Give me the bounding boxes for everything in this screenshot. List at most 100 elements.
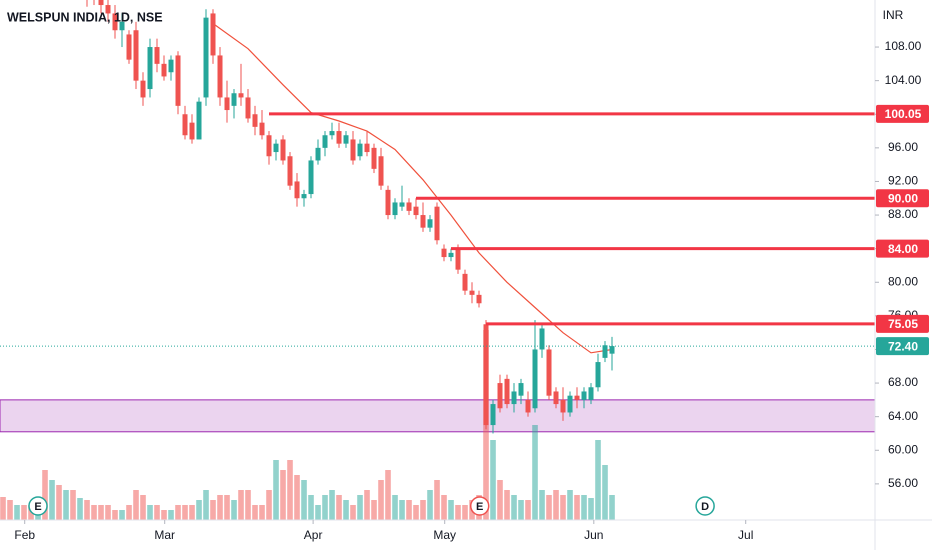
volume-bar <box>147 505 153 520</box>
last-price-label: 72.40 <box>888 339 918 353</box>
candle-body <box>371 147 377 169</box>
candle-body <box>588 387 594 400</box>
y-tick-label: 80.00 <box>888 274 918 288</box>
volume-bar <box>553 490 559 520</box>
volume-bar <box>462 505 468 520</box>
volume-bar <box>21 505 27 520</box>
event-badge <box>469 496 490 516</box>
volume-bar <box>112 510 118 520</box>
volume-bar <box>441 495 447 520</box>
y-tick-label: 68.00 <box>888 375 918 389</box>
candle-body <box>287 156 293 186</box>
candle-body <box>259 122 265 136</box>
volume-bar <box>609 495 615 520</box>
candle-body <box>546 349 552 396</box>
candle-body <box>469 290 475 295</box>
support-zone <box>0 399 875 433</box>
volume-bar <box>392 495 398 520</box>
level-label: 84.00 <box>888 242 918 256</box>
x-tick-label: Jul <box>738 528 753 542</box>
y-tick-label: 56.00 <box>888 476 918 490</box>
volume-bar <box>224 495 230 520</box>
volume-bar <box>119 510 125 520</box>
level-label: 75.05 <box>888 317 918 331</box>
volume-bar <box>252 505 258 520</box>
candle-body <box>560 399 566 413</box>
volume-bar <box>434 480 440 520</box>
volume-bar <box>385 470 391 520</box>
level-label: 90.00 <box>888 191 918 205</box>
volume-bar <box>49 480 55 520</box>
volume-bar <box>420 500 426 520</box>
volume-bar <box>308 495 314 520</box>
x-tick-label: Apr <box>304 528 323 542</box>
volume-bar <box>7 500 13 520</box>
y-tick-label: 108.00 <box>885 39 922 53</box>
candle-body <box>455 248 461 270</box>
volume-bar <box>231 500 237 520</box>
volume-bar <box>0 497 6 520</box>
last-price-box <box>876 337 929 356</box>
candle-body <box>322 135 328 148</box>
level-box <box>876 314 929 333</box>
candle-body <box>385 189 391 216</box>
volume-bar <box>315 505 321 520</box>
volume-bar <box>77 498 83 520</box>
volume-bar <box>63 490 69 520</box>
candle-body <box>525 399 531 413</box>
candle-body <box>462 273 468 291</box>
volume-bar <box>84 500 90 520</box>
volume-bar <box>574 495 580 520</box>
volume-bar <box>413 505 419 520</box>
candle-body <box>329 131 335 136</box>
volume-bar <box>175 505 181 520</box>
candle-body <box>168 59 174 73</box>
candle-body <box>301 194 307 199</box>
candle-body <box>448 252 454 258</box>
volume-bar <box>371 500 377 520</box>
candle-body <box>497 383 503 409</box>
candle-body <box>602 345 608 358</box>
candle-body <box>490 404 496 426</box>
volume-bar <box>399 500 405 520</box>
volume-bar <box>455 505 461 520</box>
candle-body <box>126 34 132 60</box>
volume-bar <box>301 480 307 520</box>
candle-body <box>532 349 538 409</box>
candle-body <box>434 206 440 241</box>
volume-bar <box>546 495 552 520</box>
candle-body <box>574 395 580 400</box>
volume-bar <box>273 460 279 520</box>
event-badge <box>28 496 48 516</box>
x-tick-label: Feb <box>14 528 35 542</box>
volume-bar <box>518 500 524 520</box>
candle-body <box>112 13 118 31</box>
event-badge <box>695 496 715 516</box>
candle-body <box>252 114 258 127</box>
volume-bar <box>525 500 531 520</box>
volume-bar <box>322 495 328 520</box>
volume-bar <box>280 470 286 520</box>
candle-body <box>511 391 517 405</box>
volume-bar <box>189 505 195 520</box>
volume-bar <box>602 465 608 520</box>
candle-body <box>504 378 510 405</box>
event-label: E <box>476 501 483 513</box>
candle-body <box>567 395 573 413</box>
volume-bar <box>56 485 62 520</box>
volume-bar <box>98 505 104 520</box>
volume-bar <box>490 440 496 520</box>
x-tick-label: Jun <box>584 528 603 542</box>
candle-body <box>217 55 223 98</box>
candle-body <box>245 97 251 119</box>
candle-body <box>315 147 321 161</box>
volume-bar <box>539 490 545 520</box>
candle-body <box>231 93 237 106</box>
candle-body <box>224 97 230 111</box>
candle-body <box>476 294 482 304</box>
candle-body <box>119 21 125 31</box>
volume-bar <box>126 505 132 520</box>
level-label: 100.05 <box>885 107 922 121</box>
